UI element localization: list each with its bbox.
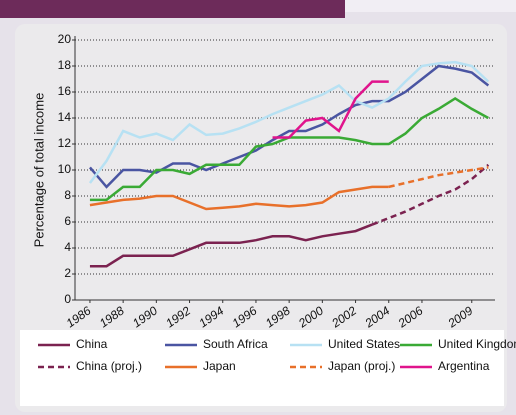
header-tab <box>345 0 516 12</box>
series-line <box>388 166 489 189</box>
y-tick-label: 20 <box>58 32 72 46</box>
y-tick-label: 16 <box>58 84 72 98</box>
header-bar <box>0 0 345 18</box>
series-line <box>88 64 490 189</box>
legend-label: Argentina <box>438 359 490 373</box>
legend-label: China <box>76 337 108 351</box>
y-tick-label: 14 <box>58 110 72 124</box>
legend-label: China (proj.) <box>76 359 142 373</box>
series-line <box>88 60 490 184</box>
y-tick-label: 6 <box>64 214 71 228</box>
y-axis-label: Percentage of total income <box>31 93 46 248</box>
series-line <box>371 163 490 226</box>
legend-label: Japan (proj.) <box>328 359 395 373</box>
legend-label: South Africa <box>203 337 268 351</box>
legend-label: United Kingdom <box>438 337 516 351</box>
series-line <box>89 185 389 211</box>
y-tick-label: 18 <box>58 58 72 72</box>
y-tick-label: 12 <box>58 136 72 150</box>
legend-label: United States <box>328 337 400 351</box>
y-tick-label: 10 <box>58 162 72 176</box>
legend-label: Japan <box>203 359 236 373</box>
series-line <box>89 223 373 268</box>
series-line <box>272 80 389 139</box>
y-tick-label: 4 <box>64 240 71 254</box>
panel <box>15 24 507 412</box>
y-tick-label: 2 <box>64 266 71 280</box>
y-tick-label: 0 <box>64 292 71 306</box>
y-tick-label: 8 <box>64 188 71 202</box>
